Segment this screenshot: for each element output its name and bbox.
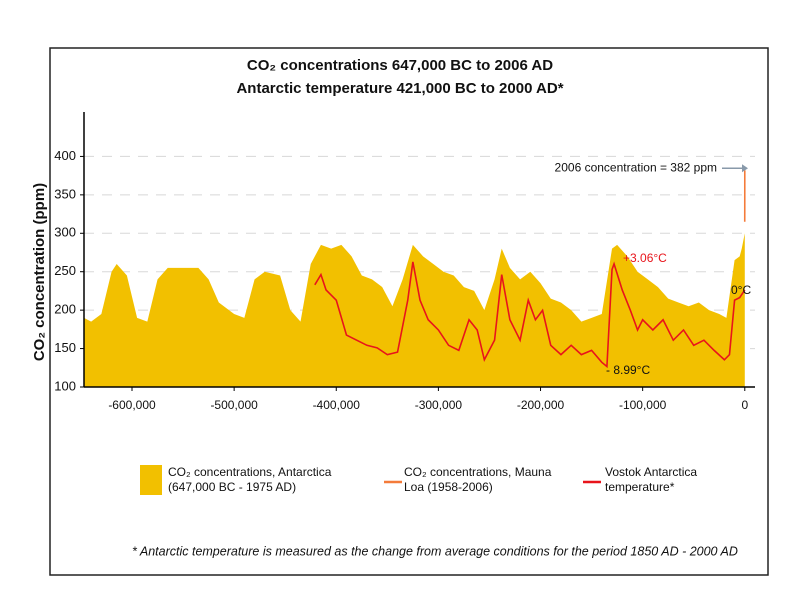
chart-title: CO₂ concentrations 647,000 BC to 2006 AD: [247, 57, 553, 74]
co2-area: [84, 233, 745, 387]
y-tick-label: 300: [54, 225, 76, 240]
x-tick-label: -300,000: [415, 398, 463, 412]
x-tick-label: 0: [741, 398, 748, 412]
annotation: 2006 concentration = 382 ppm: [555, 160, 717, 174]
y-tick-label: 250: [54, 263, 76, 278]
annotation: +3.06°C: [623, 251, 667, 265]
footnote: * Antarctic temperature is measured as t…: [132, 544, 738, 558]
legend-label: CO₂ concentrations, Mauna Loa (1958-2006…: [404, 465, 552, 494]
legend-swatch: [140, 465, 162, 495]
annotation-arrowhead: [742, 164, 748, 173]
y-tick-label: 100: [54, 378, 76, 393]
chart-subtitle: Antarctic temperature 421,000 BC to 2000…: [236, 80, 563, 97]
annotation: 0°C: [731, 283, 751, 297]
legend-label: Vostok Antarctica temperature*: [605, 465, 698, 494]
y-tick-label: 400: [54, 148, 76, 163]
x-tick-label: -200,000: [517, 398, 565, 412]
x-tick-label: -100,000: [619, 398, 667, 412]
x-tick-label: -400,000: [313, 398, 361, 412]
y-axis-label: CO₂ concentration (ppm): [31, 183, 48, 361]
x-tick-label: -500,000: [210, 398, 258, 412]
y-tick-label: 350: [54, 186, 76, 201]
frame: [49, 47, 769, 576]
x-tick-label: -600,000: [108, 398, 156, 412]
y-tick-label: 150: [54, 340, 76, 355]
y-tick-label: 200: [54, 302, 76, 317]
series-line: [314, 261, 746, 369]
legend-label: CO₂ concentrations, Antarctica (647,000 …: [168, 465, 332, 494]
annotation: - 8.99°C: [606, 363, 650, 377]
